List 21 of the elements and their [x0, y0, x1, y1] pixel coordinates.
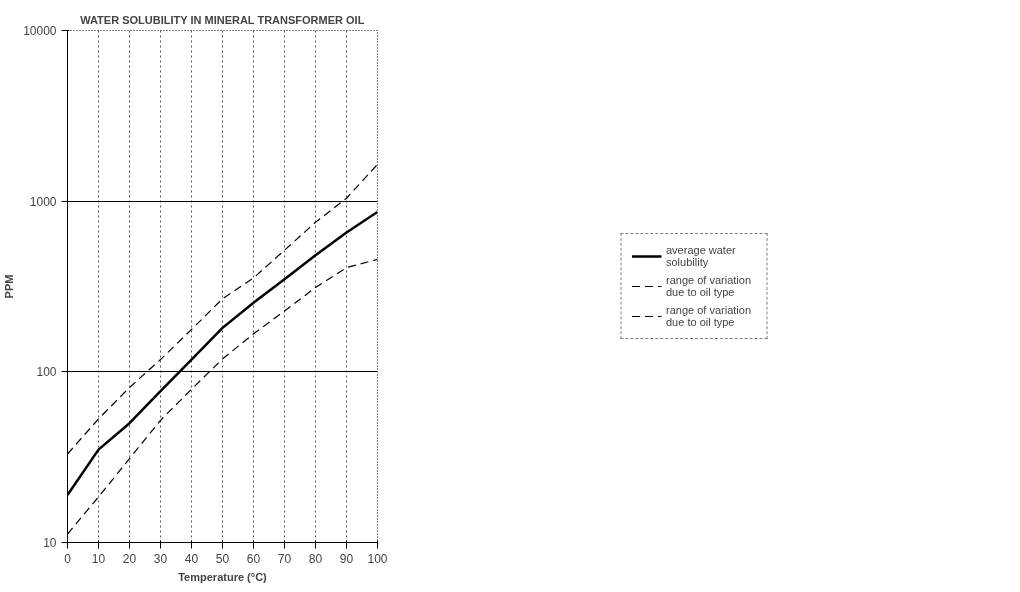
x-tick-label: 50 — [215, 551, 230, 566]
y-tick-label: 10 — [43, 536, 57, 550]
x-tick-label: 100 — [367, 551, 388, 566]
x-tick-label: 60 — [246, 551, 261, 566]
y-tick-label: 100 — [36, 365, 57, 380]
x-axis-title: Temperature (°C) — [178, 570, 268, 583]
y-tick-label: 1000 — [29, 194, 57, 209]
x-tick-label: 30 — [153, 551, 168, 566]
legend-label: average water solubility — [666, 244, 737, 268]
x-tick-label: 10 — [91, 551, 106, 566]
y-tick-label: 10000 — [23, 24, 57, 38]
legend-label: range of variation due to oil type — [666, 274, 752, 298]
x-tick-label: 40 — [184, 551, 199, 566]
x-tick-label: 80 — [308, 551, 323, 566]
chart-title: WATER SOLUBILITY IN MINERAL TRANSFORMER OIL — [80, 13, 365, 26]
x-tick-label: 20 — [122, 551, 137, 566]
x-tick-label: 70 — [277, 551, 292, 566]
y-axis-title: PPM — [3, 274, 16, 299]
x-tick-label: 0 — [64, 551, 72, 566]
x-tick-label: 90 — [339, 551, 354, 566]
legend-label: range of variation due to oil type — [666, 304, 752, 328]
